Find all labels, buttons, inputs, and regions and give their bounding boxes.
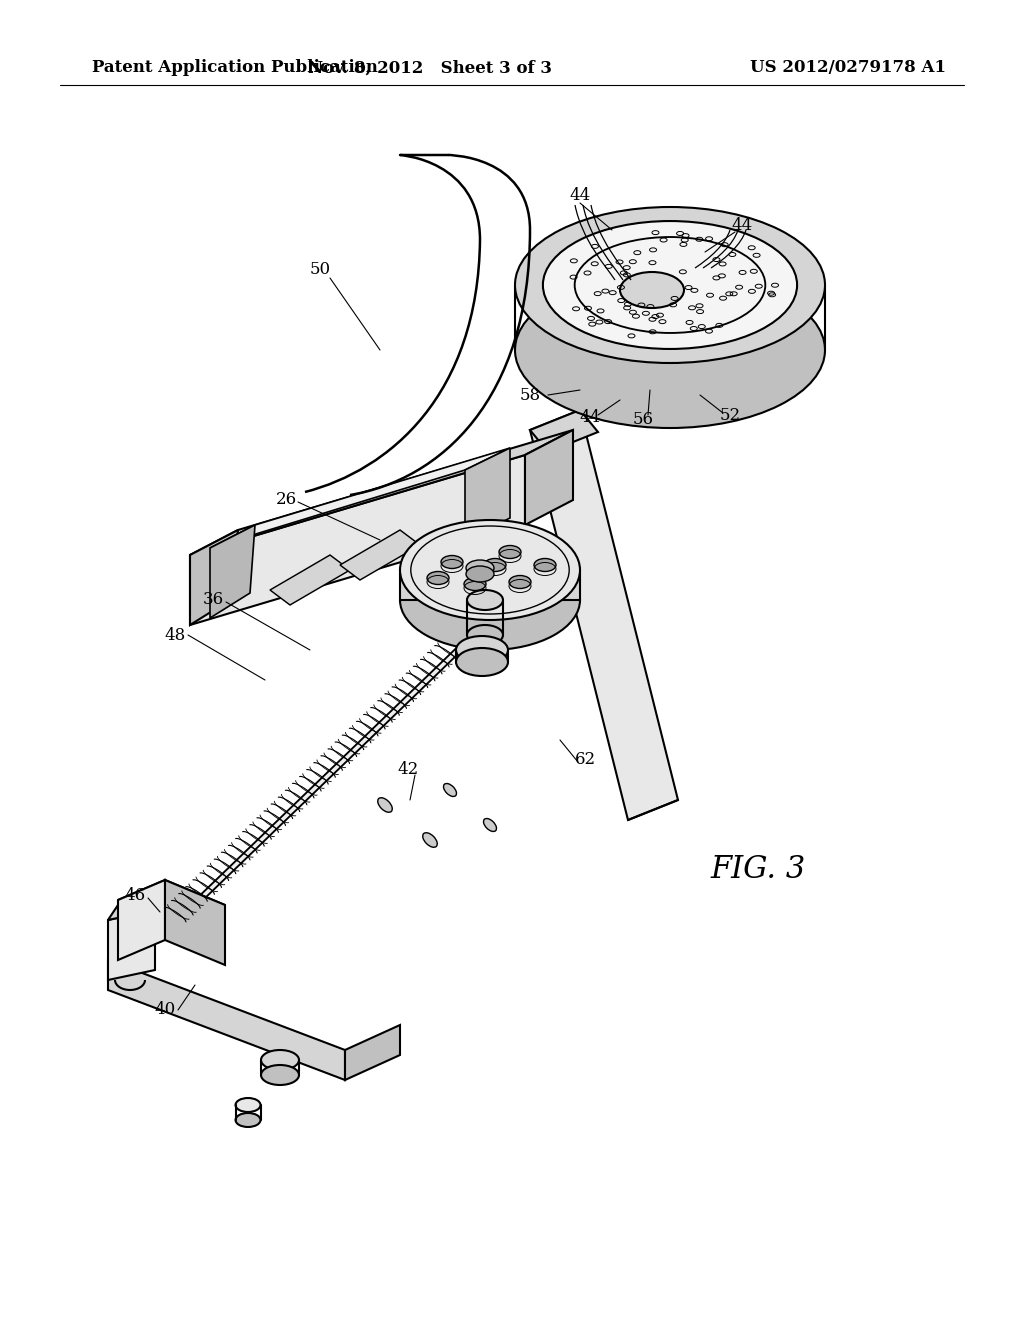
Polygon shape — [108, 895, 165, 920]
Ellipse shape — [515, 272, 825, 428]
Text: Patent Application Publication: Patent Application Publication — [92, 59, 378, 77]
Polygon shape — [161, 589, 517, 941]
Ellipse shape — [543, 220, 797, 348]
Text: 44: 44 — [580, 409, 601, 426]
Polygon shape — [165, 880, 225, 965]
Polygon shape — [108, 960, 345, 1080]
Polygon shape — [340, 531, 420, 579]
Polygon shape — [190, 455, 525, 624]
Ellipse shape — [400, 550, 580, 649]
Text: 40: 40 — [155, 1002, 176, 1019]
Ellipse shape — [499, 545, 521, 558]
Ellipse shape — [261, 1049, 299, 1071]
Ellipse shape — [467, 590, 503, 610]
Ellipse shape — [378, 797, 392, 812]
Ellipse shape — [483, 818, 497, 832]
Polygon shape — [210, 525, 255, 618]
Polygon shape — [210, 447, 510, 548]
Ellipse shape — [443, 784, 457, 796]
Ellipse shape — [467, 624, 503, 645]
Text: 36: 36 — [203, 591, 223, 609]
Text: 56: 56 — [633, 412, 653, 429]
Text: 48: 48 — [165, 627, 185, 644]
Polygon shape — [530, 411, 598, 451]
Text: FIG. 3: FIG. 3 — [710, 854, 805, 886]
Ellipse shape — [620, 272, 684, 308]
Polygon shape — [118, 880, 225, 925]
Ellipse shape — [534, 558, 556, 572]
Polygon shape — [345, 1026, 400, 1080]
Text: 46: 46 — [125, 887, 145, 903]
Text: US 2012/0279178 A1: US 2012/0279178 A1 — [750, 59, 946, 77]
Ellipse shape — [236, 1113, 260, 1127]
Text: 58: 58 — [519, 387, 541, 404]
Ellipse shape — [515, 207, 825, 363]
Ellipse shape — [464, 578, 486, 590]
Text: 42: 42 — [397, 762, 419, 779]
Ellipse shape — [427, 572, 449, 585]
Polygon shape — [108, 909, 155, 979]
Text: 44: 44 — [569, 186, 591, 203]
Ellipse shape — [456, 648, 508, 676]
Text: 44: 44 — [731, 216, 753, 234]
Polygon shape — [118, 880, 165, 960]
Ellipse shape — [484, 558, 506, 572]
Ellipse shape — [466, 566, 494, 582]
Polygon shape — [465, 447, 510, 540]
Text: 26: 26 — [275, 491, 297, 508]
Ellipse shape — [400, 520, 580, 620]
Polygon shape — [530, 411, 678, 820]
Text: 50: 50 — [309, 261, 331, 279]
Text: 52: 52 — [720, 407, 740, 424]
Ellipse shape — [441, 556, 463, 569]
Polygon shape — [190, 430, 573, 554]
Ellipse shape — [509, 576, 531, 589]
Ellipse shape — [456, 636, 508, 664]
Ellipse shape — [423, 833, 437, 847]
Text: Nov. 8, 2012   Sheet 3 of 3: Nov. 8, 2012 Sheet 3 of 3 — [308, 59, 552, 77]
Ellipse shape — [466, 560, 494, 576]
Polygon shape — [525, 430, 573, 525]
Ellipse shape — [236, 1098, 260, 1111]
Text: 62: 62 — [574, 751, 596, 768]
Polygon shape — [270, 554, 350, 605]
Ellipse shape — [261, 1065, 299, 1085]
Polygon shape — [190, 531, 238, 624]
Polygon shape — [400, 570, 580, 601]
